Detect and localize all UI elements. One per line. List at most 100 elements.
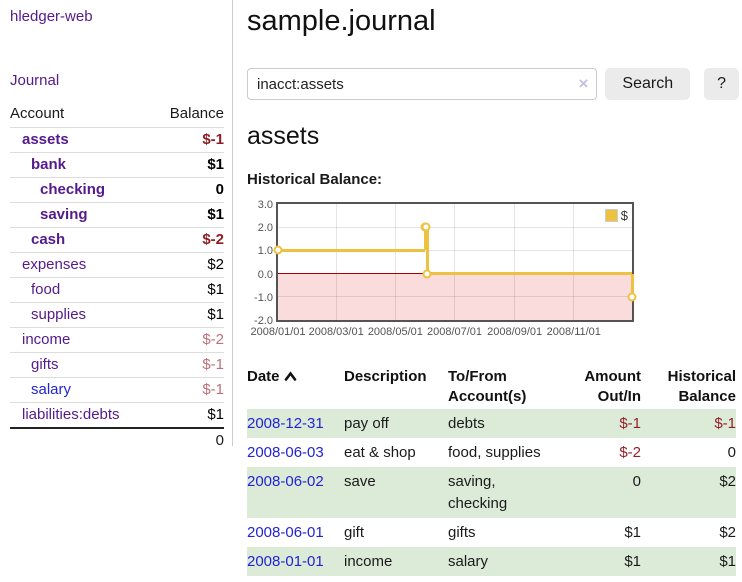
- transaction-accounts: gifts: [448, 524, 476, 541]
- transaction-amount: 0: [632, 473, 641, 490]
- account-link[interactable]: cash: [31, 231, 66, 248]
- transaction-date-link[interactable]: 2008-06-02: [247, 473, 324, 490]
- h-gridline: [278, 226, 632, 228]
- series-segment: [423, 227, 427, 251]
- search-bar: × Search ?: [247, 68, 739, 100]
- account-heading: assets: [247, 122, 320, 150]
- legend-label: $: [620, 208, 628, 223]
- account-link[interactable]: checking: [40, 181, 106, 198]
- account-link[interactable]: food: [31, 281, 61, 298]
- chart-plot-area: $: [273, 202, 637, 322]
- transaction-description: eat & shop: [344, 444, 416, 461]
- data-point-marker: [421, 222, 431, 232]
- transaction-date-link[interactable]: 2008-01-01: [247, 553, 324, 570]
- series-segment: [427, 272, 632, 276]
- sidebar-item-journal[interactable]: Journal: [10, 72, 60, 89]
- account-link[interactable]: salary: [31, 381, 72, 398]
- register-row: 2008-12-31 pay off debts $-1 $-1: [247, 409, 736, 438]
- transaction-amount: $-1: [619, 415, 641, 432]
- account-link[interactable]: income: [22, 331, 71, 348]
- account-balance: $-1: [153, 127, 224, 153]
- account-balance: $2: [153, 252, 224, 278]
- v-gridline: [454, 204, 455, 320]
- transaction-accounts: debts: [448, 415, 485, 432]
- app-title-link[interactable]: hledger-web: [10, 8, 93, 25]
- account-balance: $-2: [153, 327, 224, 353]
- accounts-table: Account Balance assets $-1 bank $1 checking 0…: [10, 102, 224, 453]
- transaction-balance: 0: [727, 444, 736, 461]
- register-row: 2008-06-01 gift gifts $1 $2: [247, 518, 736, 547]
- account-link[interactable]: bank: [31, 156, 67, 173]
- date-column-header[interactable]: Date: [247, 365, 344, 409]
- data-point-marker: [627, 292, 637, 302]
- account-balance: $1: [207, 406, 224, 423]
- x-axis: 2008/01/01 2008/03/01 2008/05/01 2008/07/01…: [247, 326, 739, 341]
- transaction-balance: $2: [719, 473, 736, 490]
- x-axis-tick-label: 2008/11/01: [546, 326, 601, 338]
- account-balance: 0: [153, 177, 224, 203]
- clear-search-icon[interactable]: ×: [578, 74, 589, 94]
- account-row: cash $-2: [10, 227, 224, 253]
- total-spacer: [10, 427, 154, 453]
- account-row: bank $1: [10, 152, 224, 178]
- v-gridline: [394, 204, 396, 320]
- search-button[interactable]: Search: [605, 68, 691, 100]
- account-link[interactable]: gifts: [31, 356, 59, 373]
- y-axis-tick-label: 2.0: [257, 222, 273, 235]
- transaction-description: pay off: [344, 415, 389, 432]
- account-row: food $1: [10, 277, 224, 303]
- account-balance: $1: [153, 277, 224, 303]
- chart-legend: $: [604, 208, 628, 223]
- legend-swatch-icon: [604, 209, 618, 222]
- account-row: gifts $-1: [10, 352, 224, 378]
- account-balance: $1: [153, 302, 224, 328]
- amount-column-header: Amount Out/In: [584, 368, 641, 405]
- x-axis-tick-label: 2008/07/01: [426, 326, 483, 338]
- account-row: checking 0: [10, 177, 224, 203]
- account-link[interactable]: supplies: [31, 306, 87, 323]
- transaction-balance: $-1: [714, 415, 736, 432]
- transaction-description: save: [344, 473, 376, 490]
- date-header-label: Date: [247, 368, 280, 385]
- transaction-accounts: saving, checking: [448, 473, 508, 512]
- v-gridline: [573, 204, 575, 320]
- transaction-accounts: food, supplies: [448, 444, 541, 461]
- balance-column-header: Historical Balance: [667, 368, 736, 405]
- data-point-marker: [422, 269, 432, 279]
- x-axis-tick-label: 2008/03/01: [308, 326, 364, 338]
- account-link[interactable]: liabilities:debts: [22, 406, 120, 423]
- search-input[interactable]: [247, 68, 598, 100]
- transaction-balance: $2: [719, 524, 736, 541]
- sidebar: hledger-web Journal Account Balance asse…: [0, 0, 233, 453]
- register-row: 2008-06-03 eat & shop food, supplies $-2 0: [247, 438, 736, 467]
- account-row: assets $-1: [10, 127, 224, 153]
- series-segment: [630, 273, 634, 297]
- help-button[interactable]: ?: [704, 68, 739, 100]
- transaction-description: income: [344, 553, 393, 570]
- accounts-header-row: Account Balance: [10, 102, 224, 128]
- account-row: salary $-1: [10, 377, 224, 403]
- y-axis-tick-label: -1.0: [254, 291, 273, 304]
- transaction-date-link[interactable]: 2008-12-31: [247, 415, 324, 432]
- description-column-header: Description: [344, 368, 427, 385]
- v-gridline: [335, 204, 337, 320]
- historical-balance-chart: 3.0 2.0 1.0 0.0 -1.0 -2.0 $ 2008/01/01 2008/03…: [247, 199, 739, 343]
- h-gridline: [278, 249, 632, 251]
- x-axis-tick-label: 2008/09/01: [487, 326, 543, 338]
- account-column-header: Account: [10, 102, 154, 128]
- transaction-accounts: salary: [448, 553, 489, 570]
- account-link[interactable]: saving: [40, 206, 88, 223]
- register-header-row: Date Description To/From Account(s) Amou…: [247, 365, 736, 409]
- sort-ascending-icon: [284, 371, 296, 381]
- account-column-header: To/From Account(s): [448, 368, 527, 405]
- transaction-date-link[interactable]: 2008-06-01: [247, 524, 324, 541]
- account-link[interactable]: expenses: [22, 256, 87, 273]
- transaction-amount: $1: [624, 553, 641, 570]
- data-point-marker: [273, 245, 283, 255]
- x-axis-tick-label: 2008/05/01: [367, 326, 423, 338]
- account-link[interactable]: assets: [22, 131, 69, 148]
- transaction-date-link[interactable]: 2008-06-03: [247, 444, 324, 461]
- negative-region: [278, 273, 632, 320]
- series-segment: [278, 248, 426, 252]
